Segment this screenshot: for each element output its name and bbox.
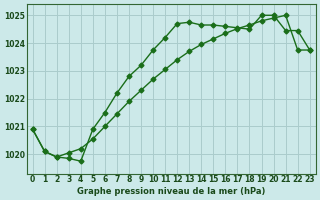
X-axis label: Graphe pression niveau de la mer (hPa): Graphe pression niveau de la mer (hPa) [77, 187, 265, 196]
